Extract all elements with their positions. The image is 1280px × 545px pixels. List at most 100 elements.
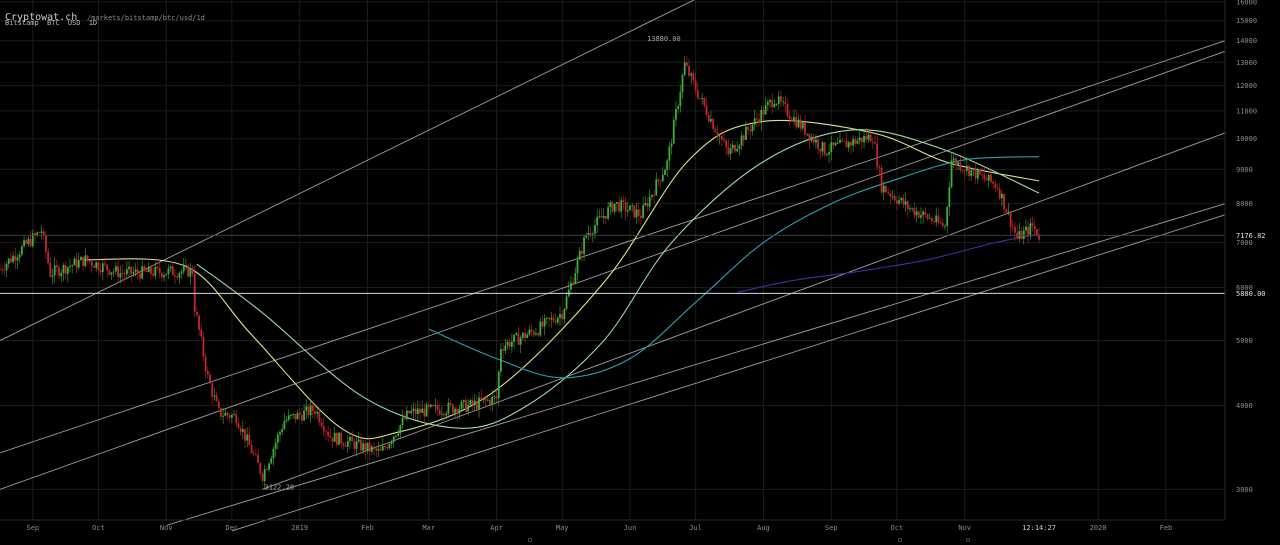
candle-body [110,272,113,275]
candle-body [629,205,631,211]
candle-body [685,62,688,66]
candle-body [513,334,515,342]
candle-body [545,317,548,319]
candle-body [976,169,979,179]
candle-body [640,215,642,218]
x-tick-label: Feb [1160,524,1173,532]
candle-body [338,432,340,445]
market-info: Bitstamp BTC USD 1D [5,19,101,27]
candle-body [790,119,793,122]
candle-body [493,396,496,398]
candle-body [62,265,65,273]
candle-body [373,446,375,449]
candle-body [47,251,50,264]
candle-body [535,333,537,335]
candle-body [215,395,218,402]
candle-body [86,255,89,261]
candle-body [224,412,227,416]
y-tick-label: 7000 [1236,239,1253,247]
x-tick-label: Aug [757,524,770,532]
candle-body [403,417,406,420]
candle-body [780,96,782,102]
candle-body [377,448,380,451]
candle-body [1014,227,1016,233]
candle-body [132,272,135,274]
x-tick-label: May [556,524,569,532]
y-tick-label: 8000 [1236,200,1253,208]
candle-body [615,202,618,204]
candle-body [611,202,614,212]
candle-body [821,142,824,152]
candle-body [228,415,231,418]
candle-body [171,266,174,276]
candle-body [784,101,787,104]
brand-name[interactable]: Cryptowat.ch [5,12,78,23]
y-tick-label: 16000 [1236,0,1257,6]
candle-body [878,167,881,169]
candle-body [815,139,817,143]
candle-body [771,100,774,108]
candle-body [885,185,887,193]
candle-body [432,404,435,407]
candle-body [915,211,918,216]
candle-body [386,447,389,449]
candle-body [497,371,500,399]
candle-body [720,136,723,140]
time-label-bg [1019,522,1060,533]
candle-body [788,115,791,120]
candle-body [7,258,10,264]
candle-body [1003,193,1005,210]
candle-body [152,273,155,276]
candle-body [322,426,325,432]
x-tick-label: Sep [26,524,39,532]
candle-body [955,158,957,166]
candle-body [589,232,592,235]
candle-body [703,97,706,106]
scroll-marker-icon [966,538,971,543]
candle-body [357,439,360,442]
candle-body [195,312,198,316]
candle-body [66,267,69,274]
candle-body [642,205,645,218]
candle-body [130,266,133,274]
candle-body [106,264,109,271]
candle-body [622,200,625,203]
candle-body [506,341,509,346]
x-tick-label: 2019 [291,524,308,532]
candle-body [718,136,721,138]
candle-body [823,142,826,155]
trend-lines [0,0,1226,532]
candle-body [998,188,1001,199]
candle-body [318,411,321,423]
candle-body [375,448,378,451]
candle-body [729,148,732,155]
candle-body [108,270,111,275]
candle-body [760,109,763,123]
candle-body [465,400,467,412]
candle-body [397,433,400,436]
y-axis: 3000 4000 5000 6000 7000 8000 9000 10000 11000 12… [1224,0,1257,520]
y-tick-label: 14000 [1236,37,1257,45]
candle-body [255,453,257,455]
candle-body [226,412,229,416]
candle-body [344,445,347,447]
candle-body [740,135,743,146]
candle-body [644,203,647,206]
candle-body [666,160,669,170]
candle-body [384,446,386,448]
candle-body [143,266,146,271]
candle-body [992,181,995,184]
candle-body [189,268,192,277]
candle-body [495,396,498,399]
candle-body [913,208,916,216]
candle-body [405,410,408,420]
x-tick-label: Jul [689,524,702,532]
candle-body [351,436,354,442]
interval-label[interactable]: 1D [88,19,98,27]
candle-body [150,266,152,274]
candle-body [891,196,894,197]
candle-body [766,101,769,105]
candle-body [233,414,235,415]
